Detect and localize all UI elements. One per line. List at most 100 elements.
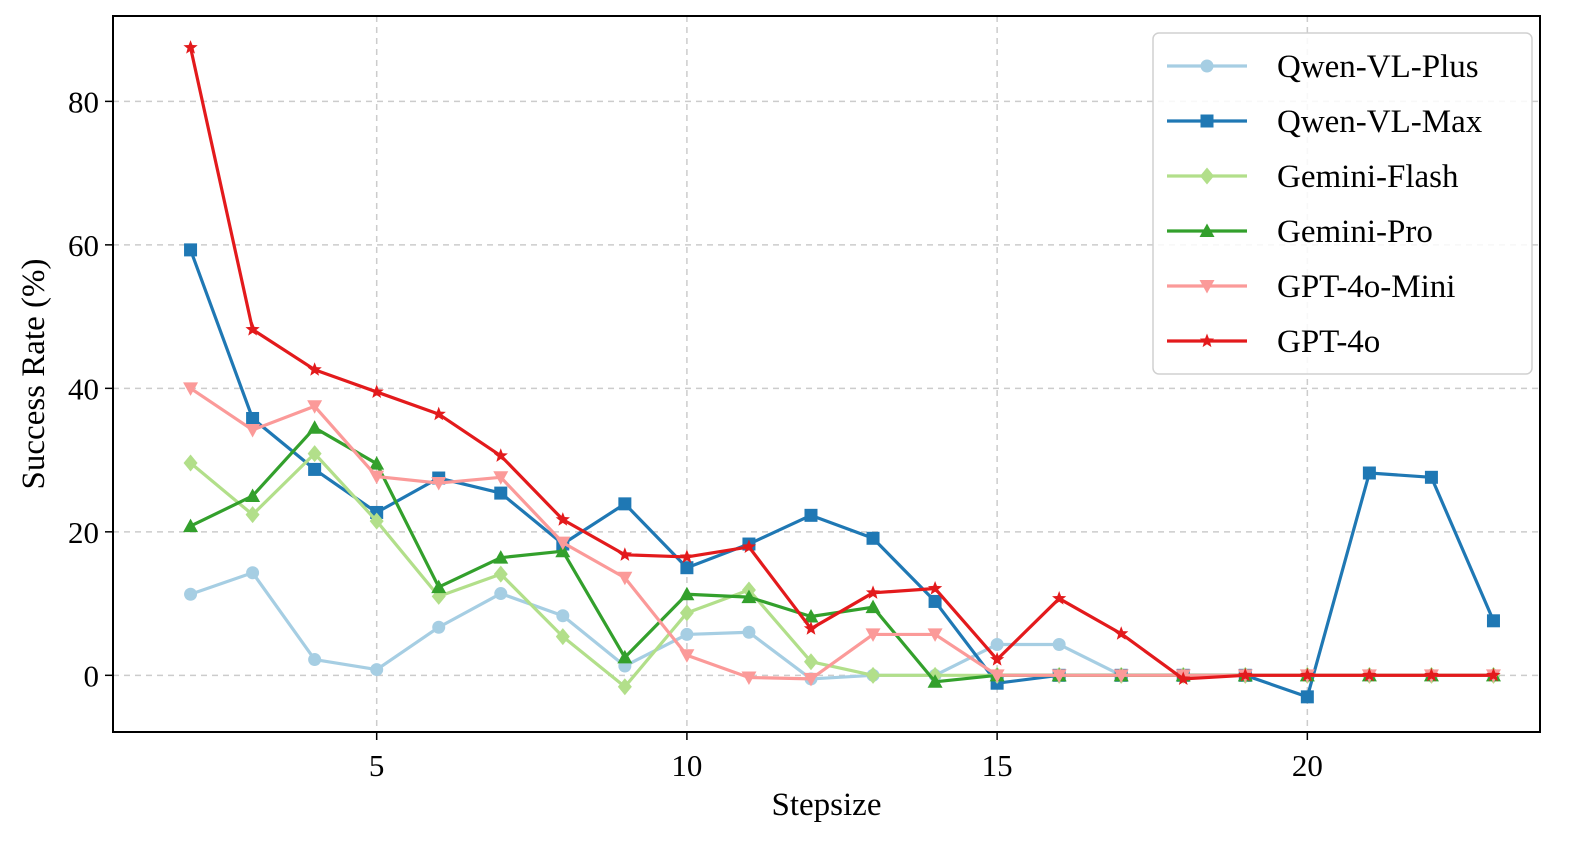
legend-label: GPT-4o: [1277, 324, 1380, 360]
data-point: [679, 649, 695, 663]
legend-label: Gemini-Pro: [1277, 214, 1433, 250]
data-point: [803, 653, 818, 671]
data-point: [183, 382, 199, 396]
y-tick-label: 0: [84, 658, 100, 693]
data-point: [432, 620, 446, 634]
data-point: [927, 674, 943, 688]
x-tick-label: 10: [671, 748, 702, 783]
data-point: [617, 547, 632, 561]
legend-swatch-marker: [1200, 167, 1214, 185]
series-line: [189, 426, 1494, 684]
data-point: [183, 518, 199, 533]
data-point: [1113, 669, 1129, 683]
y-axis-title: Success Rate (%): [16, 259, 52, 490]
legend-item: Qwen-VL-Max: [1167, 104, 1483, 140]
data-point: [184, 587, 198, 601]
data-point: [555, 536, 571, 551]
data-point: [494, 486, 508, 500]
data-point: [369, 512, 384, 530]
data-point: [989, 669, 1005, 683]
x-tick-label: 15: [982, 748, 1013, 783]
data-point: [493, 565, 508, 583]
x-axis-title: Stepsize: [772, 787, 882, 823]
plot-frame: [112, 15, 1541, 733]
data-point: [679, 549, 695, 564]
data-point: [245, 423, 261, 438]
data-point: [679, 586, 695, 601]
legend-item: Gemini-Pro: [1167, 214, 1433, 250]
data-point: [1424, 470, 1438, 484]
data-point: [370, 663, 384, 677]
data-point: [431, 406, 446, 421]
data-point: [928, 594, 942, 608]
series-line: [189, 452, 1494, 689]
data-point: [1176, 671, 1191, 685]
data-point: [865, 585, 881, 599]
legend-label: Qwen-VL-Plus: [1277, 49, 1479, 85]
axis-ticks: 5 10 15 20 0 20 40 60 80: [68, 84, 1323, 783]
y-tick-label: 80: [68, 84, 99, 119]
data-point: [804, 508, 818, 522]
x-tick-label: 5: [369, 748, 385, 783]
series-layer: [183, 40, 1501, 704]
data-point: [803, 608, 819, 623]
data-point: [1486, 667, 1501, 682]
data-point: [1486, 614, 1500, 628]
data-point: [866, 666, 881, 684]
legend-label: GPT-4o-Mini: [1277, 269, 1455, 305]
data-point: [927, 628, 943, 642]
legend-swatch-marker: [1200, 114, 1214, 128]
data-point: [741, 539, 757, 553]
y-tick-label: 60: [68, 228, 99, 263]
data-point: [741, 671, 757, 685]
data-point: [245, 488, 261, 502]
data-point: [307, 420, 323, 434]
data-point: [369, 384, 384, 398]
y-tick-label: 20: [68, 515, 99, 550]
y-tick-label: 40: [68, 371, 99, 406]
data-point: [989, 652, 1005, 666]
legend-swatch-marker: [1199, 223, 1215, 237]
data-point: [618, 497, 632, 511]
legend-item: GPT-4o: [1167, 324, 1380, 360]
data-point: [245, 322, 260, 336]
data-point: [1300, 667, 1315, 682]
legend-item: Gemini-Flash: [1167, 159, 1459, 195]
data-point: [183, 454, 198, 472]
data-point: [617, 678, 632, 696]
legend-item: GPT-4o-Mini: [1167, 269, 1455, 305]
data-point: [617, 571, 633, 586]
data-point: [1238, 667, 1253, 682]
legend-label: Qwen-VL-Max: [1277, 104, 1483, 140]
data-point: [803, 672, 819, 687]
data-point: [617, 649, 633, 664]
legend-swatch-marker: [1199, 333, 1215, 348]
data-point: [431, 579, 447, 594]
data-point: [1362, 667, 1377, 682]
data-point: [680, 627, 694, 641]
data-point: [369, 456, 385, 470]
series-line: [189, 249, 1495, 699]
data-point: [308, 653, 322, 667]
data-point: [493, 550, 509, 564]
x-tick-label: 20: [1292, 748, 1323, 783]
data-point: [1052, 591, 1067, 605]
data-point: [307, 362, 322, 376]
data-point: [555, 543, 571, 558]
data-point: [803, 621, 819, 635]
series-gpt-4o-mini: [183, 382, 1501, 687]
data-point: [183, 40, 198, 54]
data-point: [307, 445, 322, 463]
legend-label: Gemini-Flash: [1277, 159, 1459, 195]
data-point: [1051, 669, 1067, 683]
data-point: [246, 566, 260, 580]
data-point: [184, 243, 198, 257]
data-point: [1114, 626, 1129, 640]
data-point: [990, 637, 1004, 651]
data-point: [865, 599, 881, 614]
legend: Qwen-VL-Plus Qwen-VL-Max Gemini-Flash Gemin…: [1152, 32, 1533, 375]
data-point: [308, 462, 322, 476]
data-point: [369, 470, 385, 485]
